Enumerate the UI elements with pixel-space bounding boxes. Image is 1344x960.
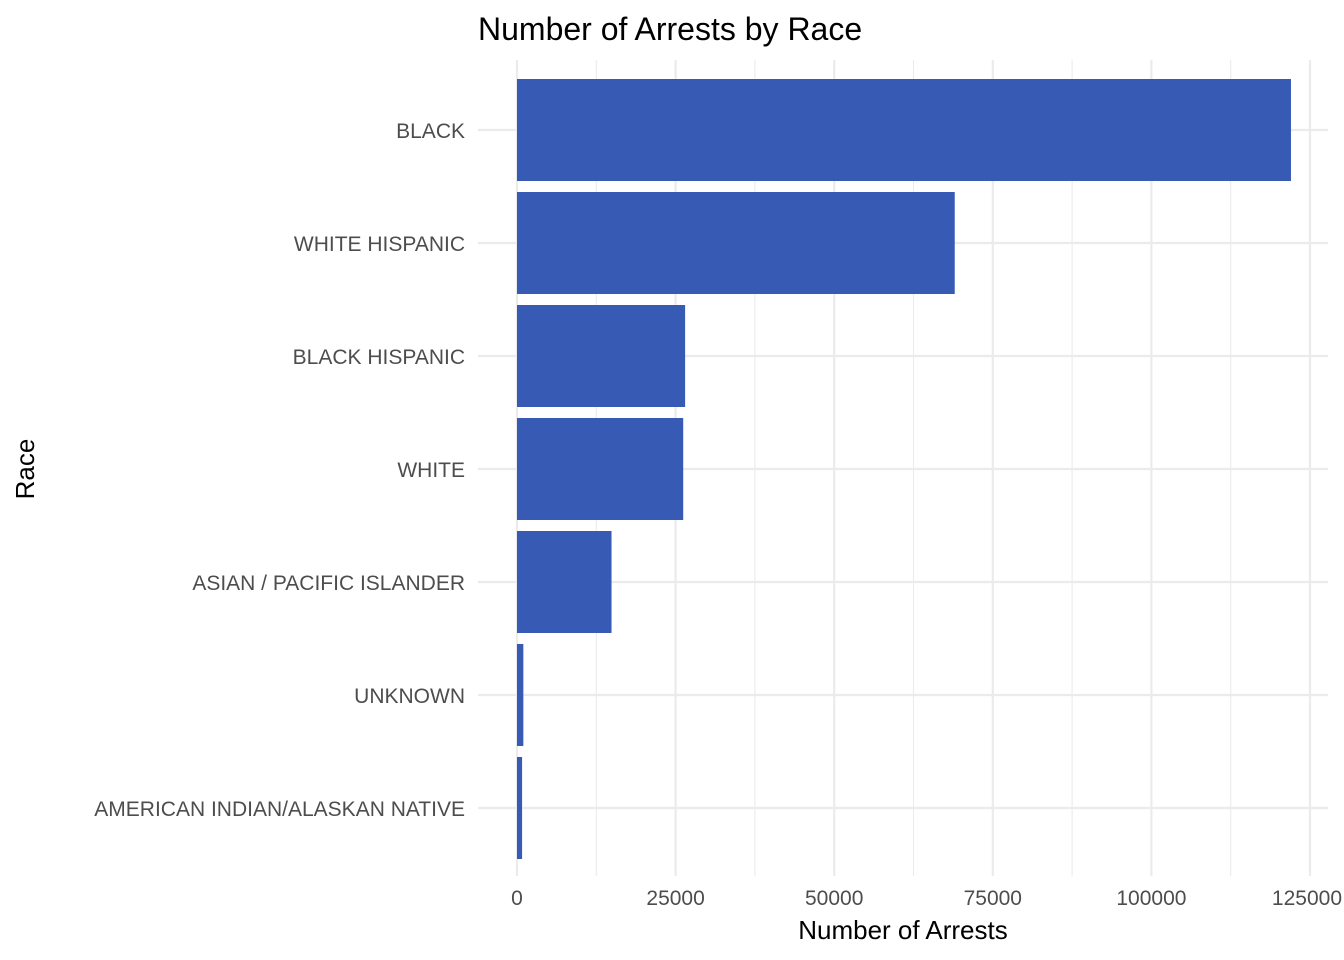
x-axis-title: Number of Arrests xyxy=(798,915,1008,945)
y-tick-label: UNKNOWN xyxy=(354,685,465,708)
y-tick-label: WHITE xyxy=(397,459,465,482)
bar xyxy=(517,79,1291,181)
x-tick-label: 100000 xyxy=(1116,887,1186,910)
x-tick-label: 50000 xyxy=(805,887,863,910)
bar xyxy=(517,192,955,294)
y-tick-labels: BLACK WHITE HISPANIC BLACK HISPANIC WHITE AS… xyxy=(94,120,465,821)
bar xyxy=(517,418,684,520)
y-tick-label: BLACK HISPANIC xyxy=(293,346,465,369)
y-tick-label: AMERICAN INDIAN/ALASKAN NATIVE xyxy=(94,798,465,821)
y-tick-label: WHITE HISPANIC xyxy=(294,233,465,256)
chart-title: Number of Arrests by Race xyxy=(478,11,862,47)
x-tick-label: 75000 xyxy=(964,887,1022,910)
x-tick-label: 25000 xyxy=(646,887,704,910)
x-tick-label: 125000 xyxy=(1272,887,1342,910)
bars xyxy=(517,79,1291,859)
y-axis-title: Race xyxy=(10,439,40,500)
bar xyxy=(517,644,524,746)
bar xyxy=(517,305,686,407)
x-tick-labels: 0 25000 50000 75000 100000 125000 xyxy=(511,887,1342,910)
bar xyxy=(517,531,612,633)
bar xyxy=(517,757,523,859)
y-tick-label: ASIAN / PACIFIC ISLANDER xyxy=(192,572,465,595)
x-tick-label: 0 xyxy=(511,887,523,910)
y-tick-label: BLACK xyxy=(396,120,465,143)
